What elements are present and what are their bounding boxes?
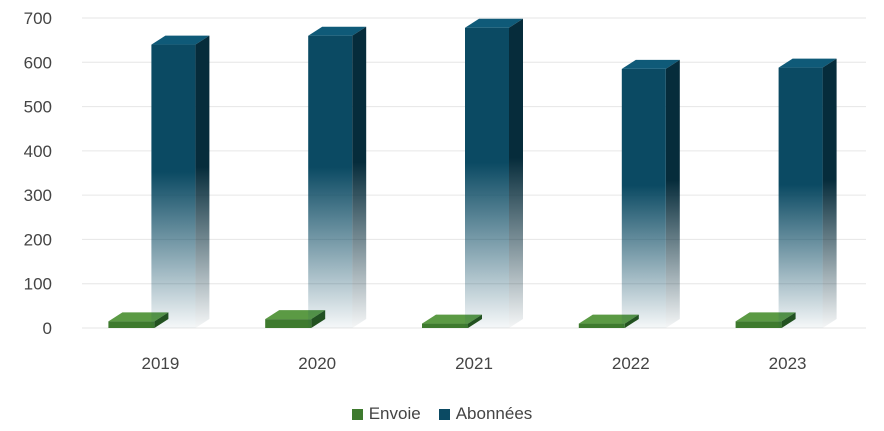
y-tick-label: 500	[24, 98, 52, 117]
legend-swatch-envoie	[351, 408, 363, 420]
legend-swatch-abonnees	[438, 408, 450, 420]
bar-abonnees-2019	[151, 35, 210, 328]
legend-item-abonnees: Abonnées	[438, 404, 533, 424]
legend-label-abonnees: Abonnées	[455, 404, 533, 423]
bar-abonnees-2021	[465, 18, 523, 328]
y-tick-label: 200	[24, 230, 52, 249]
bar-abonnees-2023	[778, 58, 837, 328]
y-tick-label: 400	[24, 142, 52, 161]
y-tick-label: 0	[43, 319, 52, 338]
y-axis-ticks: 0 100 200 300 400 500 600 700	[24, 9, 52, 338]
bar-abonnees-2022	[621, 59, 680, 329]
x-tick-label: 2019	[141, 354, 179, 373]
y-tick-label: 700	[24, 9, 52, 28]
x-tick-label: 2023	[769, 354, 807, 373]
x-tick-label: 2022	[612, 354, 650, 373]
x-tick-label: 2021	[455, 354, 493, 373]
x-axis-ticks: 2019 2020 2021 2022 2023	[141, 354, 806, 373]
bars	[108, 18, 837, 329]
x-tick-label: 2020	[298, 354, 336, 373]
legend-item-envoie: Envoie	[351, 404, 421, 424]
y-tick-label: 600	[24, 53, 52, 72]
y-tick-label: 300	[24, 186, 52, 205]
legend-label-envoie: Envoie	[368, 404, 421, 423]
legend: Envoie Abonnées	[0, 404, 884, 424]
bar-abonnees-2020	[308, 26, 367, 328]
y-tick-label: 100	[24, 275, 52, 294]
